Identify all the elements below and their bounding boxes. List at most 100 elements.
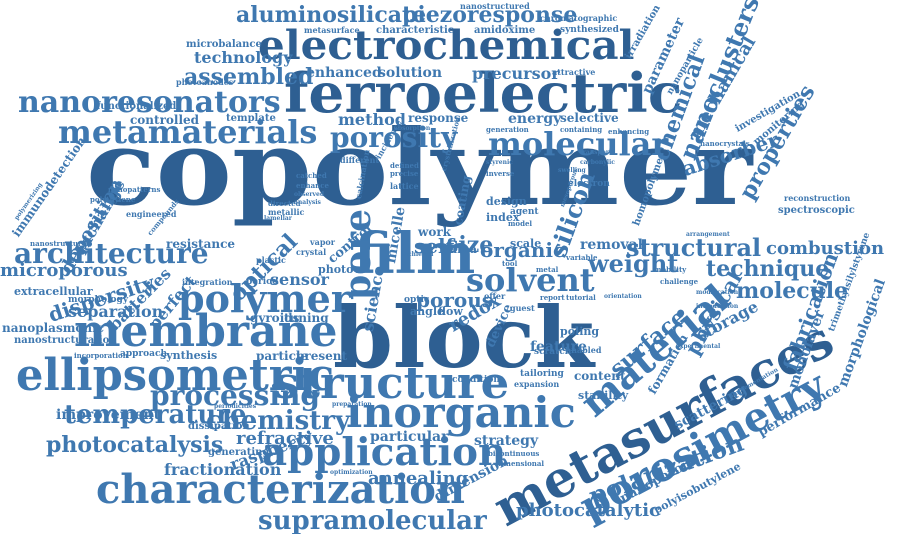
word-gyroids: gyroids (250, 311, 300, 325)
word-tuning: tuning (284, 311, 329, 325)
word-organic: organic (480, 238, 566, 262)
word-self: self (414, 234, 455, 258)
word-flow: flow (438, 305, 463, 318)
word-resistance: resistance (166, 237, 236, 251)
word-microporous: microporous (0, 260, 128, 281)
word-polymer: polymer (178, 276, 351, 321)
word-precise: precise (390, 169, 419, 178)
word-removal: removal (580, 237, 643, 253)
word-piezoresponse: piezoresponse (402, 2, 578, 28)
word-attractive: attractive (552, 67, 596, 77)
word-angle: angle (410, 305, 444, 318)
word-combustion: combustion (766, 238, 885, 259)
word-annealing: annealing (368, 468, 469, 489)
word-application: application (262, 429, 507, 474)
word-offer: offer (484, 291, 506, 301)
word-molecular: molecular (488, 125, 669, 163)
word-method: method (338, 110, 406, 129)
word-refractive: refractive (236, 428, 334, 449)
word-metamaterials: metamaterials (58, 113, 318, 151)
word-enabled: enabled (566, 345, 602, 355)
word-nanocrystals: nanocrystals (700, 139, 750, 148)
word-morphology: morphology (68, 295, 129, 305)
word-optic: optic (404, 295, 430, 305)
word-copolymer: copolymer (86, 106, 753, 229)
word-scale: scale (510, 237, 542, 250)
word-electrochemical: electrochemical (258, 22, 635, 69)
word-molecule: molecule (736, 278, 849, 304)
word-directed: directed (268, 199, 301, 208)
word-expansion: expansion (514, 379, 560, 389)
word-block: block (333, 288, 595, 387)
word-photocatalytic: photocatalytic (516, 500, 661, 521)
word-fractionation: fractionation (164, 460, 282, 479)
word-metallic: metallic (268, 207, 305, 217)
word-solvent: solvent (466, 261, 595, 299)
word-extracellular: extracellular (14, 285, 93, 298)
word-synthesis: synthesis (160, 349, 218, 362)
word-challenge: challenge (660, 277, 699, 286)
word-styrenic: styrenic (486, 159, 513, 166)
word-metasurface: metasurface (304, 25, 360, 35)
word-poling: poling (560, 325, 600, 338)
word-polythylene: polythylene (90, 195, 136, 204)
word-enhance: enhance (296, 181, 329, 190)
word-amidoxime: amidoxime (474, 25, 536, 36)
word-area: area (450, 243, 478, 256)
word-stability: stability (578, 389, 629, 402)
word-particular: particular (370, 429, 449, 445)
word-technology: technology (194, 48, 293, 67)
word-analysis: analysis (294, 199, 321, 206)
word-selective: selective (560, 111, 619, 125)
word-approach: approach (120, 349, 168, 359)
word-model: model (508, 219, 533, 228)
word-strategy: strategy (474, 433, 539, 449)
word-photo: photo (318, 263, 354, 276)
word-particle: particle (256, 349, 309, 363)
word-containing: containing (560, 125, 603, 134)
word-metal: metal (536, 265, 559, 274)
word-arrangement: arrangement (686, 231, 730, 238)
word-nanoplasmonic: nanoplasmonic (2, 321, 104, 335)
word-ferroelectric: ferroelectric (284, 61, 683, 125)
word-processing: processing (150, 379, 320, 412)
word-electron: electron (568, 179, 610, 189)
word-achieved: achieved (404, 251, 434, 258)
word-preparation: preparation (332, 401, 372, 408)
word-engineered: engineered (126, 209, 177, 219)
word-photoanodes: photoanodes (176, 77, 234, 87)
word-optimization: optimization (330, 469, 373, 476)
word-bicontinuous: bicontinuous (488, 449, 540, 458)
word-guest: guest (510, 303, 535, 313)
word-variable: variable (566, 253, 598, 262)
word-catched: catched (296, 171, 327, 180)
word-template: template (226, 113, 276, 124)
word-characterization: characterization (96, 466, 465, 513)
word-content: content (574, 369, 626, 383)
word-nanostructuration: nanostructuration (14, 335, 117, 346)
word-functionalized: functionalized (96, 101, 177, 112)
word-design: design (486, 195, 527, 208)
word-orientation: orientation (604, 293, 642, 300)
word-introduction: introduction (696, 303, 739, 310)
word-sensor: sensor (270, 270, 329, 289)
word-nanostructured: nanostructured (460, 1, 530, 11)
word-periodicities: periodicities (214, 403, 257, 410)
word-porous: porous (416, 288, 494, 312)
word-energy: energy (508, 111, 562, 127)
word-nanostructures: nanostructures (30, 239, 91, 248)
word-controlled: controlled (130, 113, 200, 127)
word-inorganic: inorganic (346, 388, 576, 437)
word-photocatalysis: photocatalysis (46, 432, 224, 458)
word-transport: transport (580, 149, 612, 156)
word-feature: feature (530, 339, 587, 355)
word-defined: defined (390, 161, 419, 170)
word-observed: observed (294, 191, 325, 198)
word-dissipation: dissipation (188, 421, 250, 432)
word-immunodetection: immunodetection (9, 134, 89, 240)
word-solution: solution (378, 65, 443, 81)
word-spectroscopic: spectroscopic (778, 205, 855, 216)
word-response: response (408, 111, 469, 125)
word-aluminosilicate: aluminosilicate (236, 2, 427, 28)
